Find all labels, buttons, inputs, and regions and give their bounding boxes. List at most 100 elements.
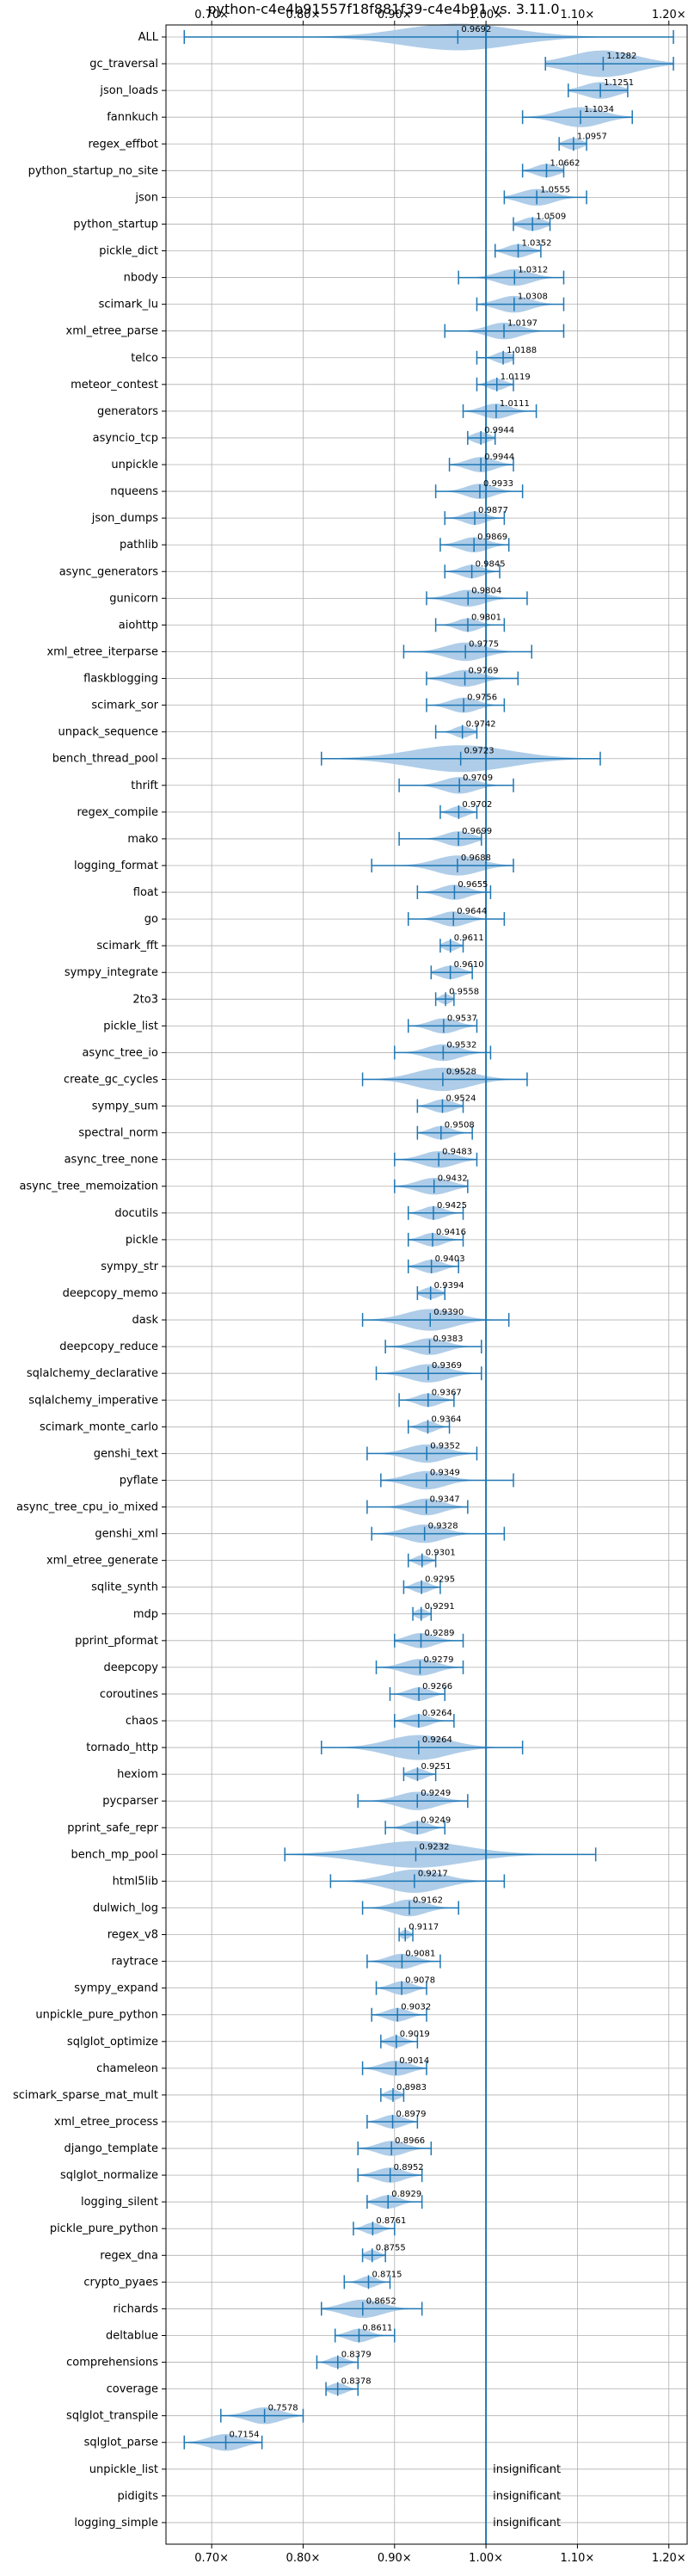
value-label: 0.9528 [446,1067,476,1076]
category-label: coverage [107,2383,158,2396]
category-label: meteor_contest [71,379,158,391]
value-label: 0.9352 [430,1441,460,1451]
value-label: 0.9264 [422,1735,452,1745]
x-tick-label-bottom: 0.80× [286,2552,321,2565]
category-label: regex_effbot [88,138,158,151]
category-label: pickle_pure_python [50,2222,158,2235]
insignificant-label: insignificant [493,2517,561,2530]
category-label: async_tree_cpu_io_mixed [16,1501,158,1514]
category-label: sqlglot_normalize [60,2169,158,2182]
category-label: xml_etree_iterparse [46,645,158,658]
category-label: pprint_pformat [75,1635,158,1648]
category-label: hexiom [117,1768,158,1781]
value-label: 0.9266 [422,1682,452,1692]
value-label: 0.9416 [436,1228,466,1237]
category-label: html5lib [113,1875,158,1888]
value-label: 0.9944 [484,426,514,435]
value-label: 0.9403 [435,1254,465,1264]
category-label: mdp [133,1608,158,1621]
category-label: regex_dna [100,2249,158,2262]
category-label: pyflate [120,1474,158,1487]
category-label: spectral_norm [78,1127,158,1140]
x-tick-label-bottom: 1.00× [469,2552,503,2565]
value-label: 1.0555 [540,185,570,194]
value-label: 1.0662 [550,158,580,168]
category-label: xml_etree_parse [66,325,158,338]
category-label: json [134,191,158,204]
value-label: 0.9804 [471,586,501,595]
category-label: unpickle_list [89,2463,158,2476]
category-label: sympy_sum [92,1100,158,1113]
category-label: sympy_str [101,1260,158,1273]
category-label: nqueens [110,485,158,498]
category-label: float [133,886,158,899]
category-label: regex_compile [77,806,158,819]
value-label: 0.9347 [430,1495,460,1505]
category-label: regex_v8 [108,1929,158,1942]
category-label: xml_etree_generate [46,1555,158,1568]
category-label: async_tree_none [64,1154,158,1167]
value-label: 0.9756 [467,693,497,703]
category-label: nbody [124,272,159,285]
value-label: 0.9845 [476,559,506,569]
value-label: 0.9869 [477,533,507,542]
category-label: raytrace [111,1956,158,1969]
category-label: telco [131,352,158,365]
category-label: coroutines [100,1688,158,1701]
category-label: create_gc_cycles [64,1073,158,1086]
insignificant-label: insignificant [493,2490,561,2503]
value-label: 0.9291 [425,1602,455,1612]
value-label: 0.8611 [362,2323,392,2333]
value-label: 0.9769 [469,667,499,676]
value-label: 0.9390 [433,1308,464,1317]
value-label: 0.9162 [413,1895,443,1905]
value-label: 0.9877 [478,506,508,515]
value-label: 0.9367 [432,1388,462,1397]
category-label: scimark_sparse_mat_mult [13,2089,158,2102]
value-label: 1.0312 [518,266,548,275]
category-label: aiohttp [119,619,158,632]
category-label: sympy_expand [74,1982,158,1995]
value-label: 0.9364 [431,1414,461,1424]
value-label: 0.9251 [421,1762,451,1772]
category-label: xml_etree_process [54,2116,158,2129]
category-label: django_template [64,2142,158,2155]
category-label: scimark_monte_carlo [40,1420,158,1433]
chart-title: python-c4e4b91557f18f881f39-c4e4b91 vs. … [207,1,559,17]
value-label: 0.9655 [458,880,488,890]
value-label: 1.0308 [518,293,548,302]
value-label: 0.9279 [423,1655,453,1665]
category-label: python_startup [73,218,158,231]
category-label: deepcopy_memo [63,1287,158,1300]
value-label: 0.9217 [418,1869,448,1878]
category-label: sqlalchemy_declarative [27,1367,158,1380]
value-label: 0.9369 [432,1361,462,1371]
value-label: 0.9301 [426,1549,456,1558]
value-label: 1.0111 [500,399,530,409]
category-label: chaos [126,1715,158,1728]
value-label: 0.9264 [422,1709,452,1718]
category-label: deepcopy [103,1661,158,1674]
x-tick-label-top: 0.90× [378,9,412,22]
x-tick-label-bottom: 0.90× [378,2552,412,2565]
x-tick-label-bottom: 1.20× [652,2552,686,2565]
category-label: unpack_sequence [58,726,158,739]
value-label: 0.9032 [401,2003,431,2012]
value-label: 0.8983 [396,2083,427,2092]
category-label: 2to3 [132,993,158,1006]
value-label: 0.9394 [434,1281,464,1291]
value-label: 1.1251 [604,78,634,88]
category-label: bench_thread_pool [52,753,158,766]
category-label: async_generators [59,565,159,578]
value-label: 1.0119 [501,373,531,382]
value-label: 0.9483 [442,1148,472,1157]
value-label: 0.9524 [445,1094,476,1104]
category-label: unpickle_pure_python [35,2009,158,2022]
category-label: docutils [114,1207,158,1220]
value-label: 0.8929 [391,2190,421,2199]
category-label: flaskblogging [83,673,158,686]
value-label: 0.9432 [438,1174,468,1184]
category-label: pidigits [118,2490,159,2503]
